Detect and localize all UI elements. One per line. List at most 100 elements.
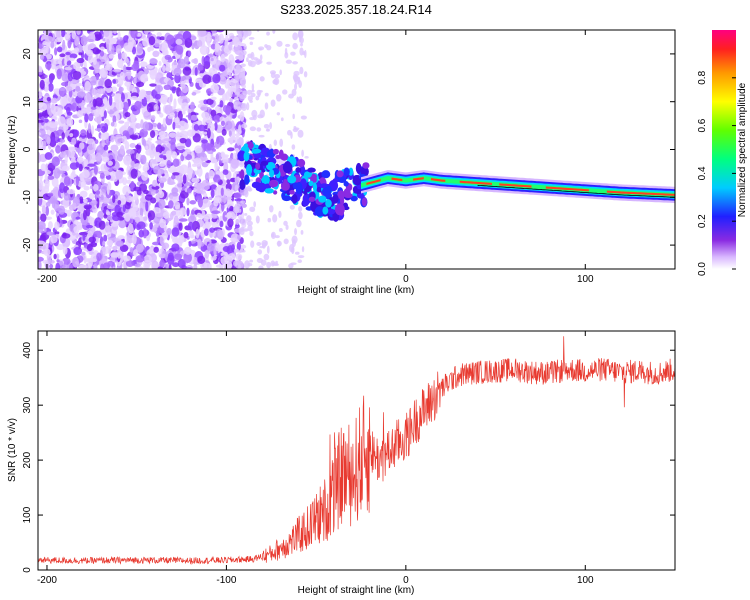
- spectrogram-noise-speck: [263, 253, 270, 261]
- spectrogram-noise-speck: [116, 211, 123, 218]
- spectrogram-ridge-blob: [269, 168, 275, 178]
- spectrogram-noise-speck: [217, 229, 224, 241]
- spectrogram-ridge-blob: [261, 175, 270, 186]
- spectrogram-noise-speck: [77, 179, 87, 188]
- spectrogram-noise-speck: [228, 73, 232, 78]
- spectrogram-noise-speck: [191, 177, 200, 183]
- spectrogram-noise-speck: [46, 175, 55, 180]
- spectrogram-noise-speck: [66, 106, 71, 115]
- spectrogram-noise-speck: [193, 256, 198, 267]
- spectrogram-noise-speck: [238, 54, 244, 61]
- spectrogram-noise-speck: [90, 80, 97, 86]
- spectrogram-noise-speck: [292, 42, 298, 50]
- spectrogram-noise-speck: [142, 138, 147, 147]
- spectrogram-noise-speck: [120, 92, 125, 102]
- spectrogram-noise-speck: [116, 153, 123, 162]
- spectrogram-ridge-blob: [337, 190, 345, 200]
- spectrogram-noise-speck: [80, 251, 86, 256]
- spectrogram-noise-speck: [83, 185, 90, 191]
- spectrogram-noise-speck: [244, 212, 248, 216]
- spectrogram-noise-speck: [78, 136, 88, 143]
- spectrogram-noise-speck: [227, 253, 236, 261]
- spectrogram-noise-speck: [214, 121, 218, 131]
- spectrogram-noise-speck: [203, 213, 213, 220]
- spectrogram-ridge-peak: [459, 180, 492, 185]
- spectrogram-noise-speck: [104, 78, 112, 89]
- spectrogram-noise-speck: [178, 218, 188, 222]
- spectrogram-noise-speck: [240, 49, 247, 56]
- spectrogram-noise-speck: [129, 247, 134, 253]
- spectrogram-ridge-edge: [477, 184, 675, 198]
- spectrogram-noise-speck: [58, 205, 65, 215]
- spectrogram-noise-speck: [50, 97, 58, 104]
- spectrogram-noise-speck: [219, 76, 227, 85]
- spectrogram-noise-speck: [211, 210, 221, 214]
- spectrogram-noise-speck: [239, 228, 245, 236]
- spectrogram-noise-speck: [46, 136, 51, 145]
- spectrogram-noise-speck: [123, 155, 132, 166]
- spectrogram-noise-speck: [45, 216, 53, 220]
- spectrogram-noise-speck: [207, 31, 211, 36]
- spectrogram-noise-speck: [50, 103, 56, 115]
- spectrogram-noise-speck: [124, 121, 130, 128]
- spectrogram-noise-speck: [201, 139, 208, 144]
- spectrogram-noise-speck: [227, 147, 235, 152]
- spectrogram-noise-speck: [174, 253, 183, 260]
- spectrogram-noise-speck: [163, 84, 172, 91]
- spectrogram-noise-speck: [272, 30, 276, 34]
- spectrogram-noise-speck: [269, 205, 274, 213]
- spectrogram-ridge-blob: [343, 167, 350, 176]
- spectrogram-noise-speck: [145, 145, 149, 150]
- spectrogram-x-tick-label: 0: [403, 274, 409, 285]
- spectrogram-noise-speck: [46, 97, 51, 102]
- spectrogram-noise-speck: [225, 91, 230, 101]
- spectrogram-noise-speck: [97, 88, 106, 95]
- spectrogram-noise-speck: [177, 181, 183, 189]
- spectrogram-noise-speck: [38, 102, 48, 112]
- spectrogram-noise-speck: [246, 220, 253, 226]
- spectrogram-noise-speck: [81, 170, 90, 179]
- spectrogram-noise-speck: [73, 47, 80, 53]
- spectrogram-noise-speck: [298, 206, 303, 212]
- spectrogram-noise-speck: [56, 30, 61, 40]
- spectrogram-noise-speck: [253, 57, 258, 61]
- spectrogram-noise-speck: [88, 113, 94, 122]
- spectrogram-noise-speck: [67, 146, 75, 152]
- spectrogram-noise-speck: [256, 241, 262, 246]
- colorbar-tick-label: 0.2: [697, 214, 708, 228]
- spectrogram-ridge-blob: [355, 162, 362, 174]
- spectrogram-noise-speck: [299, 37, 304, 44]
- spectrogram-noise-speck: [38, 139, 44, 149]
- spectrogram-noise-speck: [124, 112, 131, 118]
- spectrogram-noise-speck: [210, 43, 216, 50]
- spectrogram-ridge-blob: [278, 149, 284, 160]
- spectrogram-noise-speck: [71, 137, 77, 146]
- spectrogram-noise-speck: [73, 225, 80, 234]
- spectrogram-noise-speck: [197, 30, 207, 38]
- spectrogram-noise-speck: [87, 38, 95, 43]
- spectrogram-noise-speck: [114, 134, 123, 144]
- spectrogram-noise-speck: [93, 230, 103, 239]
- spectrogram-noise-speck: [110, 121, 115, 127]
- spectrogram-noise-speck: [101, 240, 106, 247]
- spectrogram-noise-speck: [197, 62, 203, 71]
- spectrogram-noise-speck: [247, 263, 253, 267]
- spectrogram-noise-speck: [53, 167, 61, 179]
- snr-x-label: Height of straight line (km): [298, 585, 415, 596]
- spectrogram-ridge-blob: [343, 193, 353, 199]
- spectrogram-noise-speck: [283, 220, 288, 226]
- spectrogram-noise-speck: [151, 185, 160, 190]
- spectrogram-noise-speck: [106, 231, 112, 238]
- spectrogram-ridge-blob: [243, 151, 250, 162]
- snr-x-tick-label: -200: [37, 575, 57, 586]
- spectrogram-noise-speck: [40, 213, 47, 223]
- spectrogram-noise-speck: [81, 108, 87, 114]
- spectrogram-noise-speck: [99, 46, 105, 51]
- spectrogram-noise-speck: [196, 212, 202, 218]
- spectrogram-noise-speck: [212, 73, 221, 84]
- spectrogram-noise-speck: [186, 149, 191, 153]
- spectrogram-noise-speck: [226, 261, 233, 269]
- spectrogram-noise-speck: [58, 87, 66, 91]
- spectrogram-noise-speck: [178, 235, 185, 244]
- spectrogram-noise-speck: [235, 64, 241, 73]
